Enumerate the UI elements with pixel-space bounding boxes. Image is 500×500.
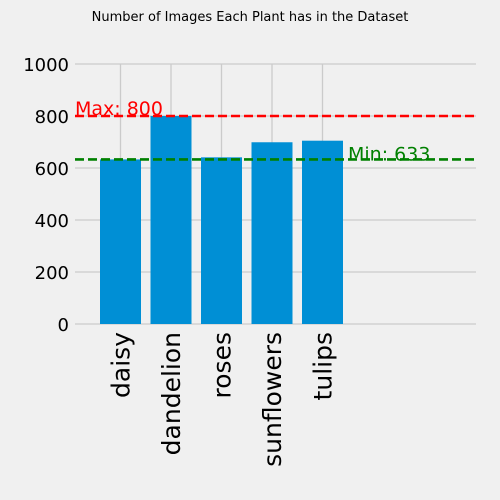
y-tick-label: 1000: [23, 55, 69, 76]
y-tick-label: 600: [35, 159, 69, 180]
x-tick-label: dandelion: [157, 332, 186, 455]
y-tick-label: 0: [58, 315, 69, 336]
reference-lines: Max: 800 Min: 633: [75, 98, 476, 165]
bar-dandelion: [150, 116, 192, 324]
y-tick-label: 200: [35, 263, 69, 284]
x-tick-label: sunflowers: [258, 332, 287, 467]
reference-line-label: Min: 633: [348, 143, 430, 165]
y-axis-ticks: 0 200 400 600 800 1000: [23, 55, 69, 336]
bar-daisy: [100, 159, 141, 324]
bars: [100, 116, 343, 324]
y-tick-label: 400: [35, 211, 69, 232]
reference-line-label: Max: 800: [75, 98, 163, 120]
bar-roses: [201, 157, 242, 324]
x-axis-ticks: daisy dandelion roses sunflowers tulips: [107, 332, 338, 467]
x-tick-label: tulips: [309, 332, 338, 400]
x-tick-label: roses: [208, 332, 237, 398]
bar-sunflowers: [251, 142, 293, 324]
x-tick-label: daisy: [107, 332, 136, 398]
bar-tulips: [302, 140, 343, 324]
y-tick-label: 800: [35, 107, 69, 128]
chart-title: Number of Images Each Plant has in the D…: [92, 10, 409, 25]
